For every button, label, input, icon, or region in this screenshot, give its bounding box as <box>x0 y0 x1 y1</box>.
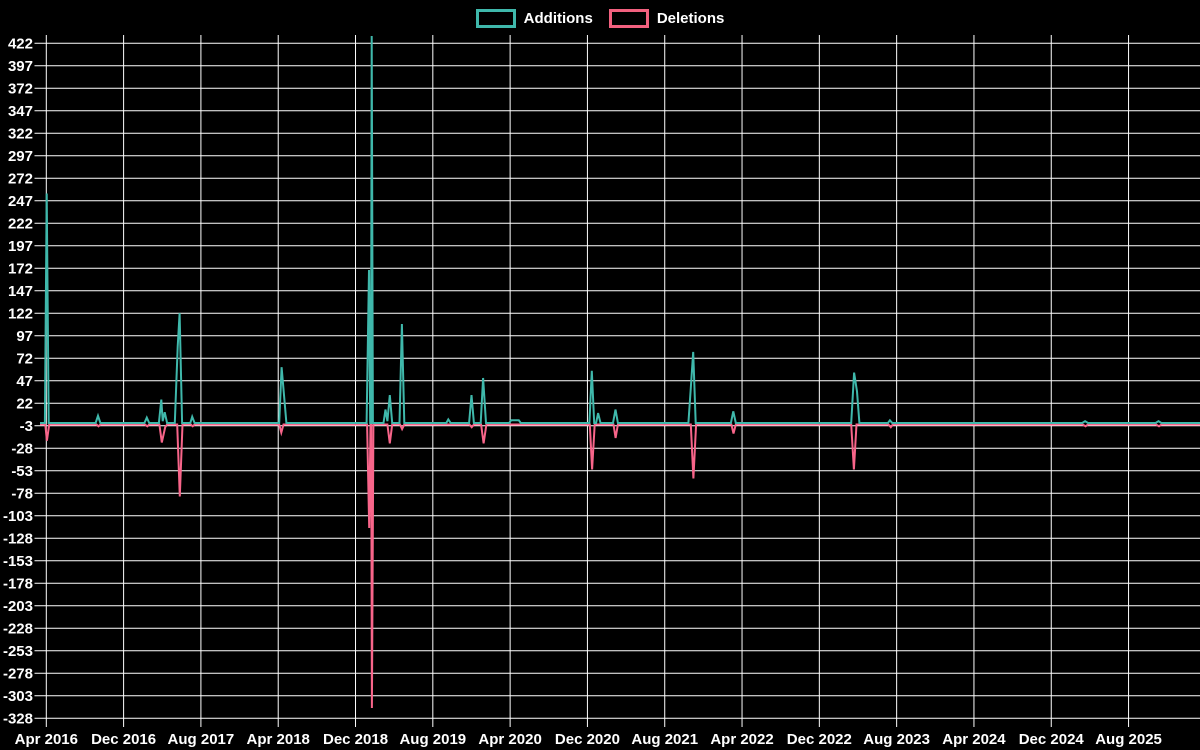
y-tick-label: 372 <box>8 80 33 97</box>
y-tick-label: -78 <box>11 485 33 502</box>
y-tick-label: 72 <box>16 350 33 367</box>
y-tick-label: -103 <box>3 508 33 525</box>
y-tick-label: -53 <box>11 463 33 480</box>
x-tick-label: Aug 2019 <box>399 731 466 748</box>
y-tick-label: 272 <box>8 170 33 187</box>
y-tick-label: 147 <box>8 283 33 300</box>
x-tick-label: Dec 2018 <box>323 731 388 748</box>
legend-item-deletions[interactable]: Deletions <box>608 8 725 28</box>
x-tick-label: Aug 2025 <box>1095 731 1162 748</box>
y-tick-label: -203 <box>3 598 33 615</box>
y-tick-label: 197 <box>8 238 33 255</box>
deletions-swatch-icon <box>608 8 649 28</box>
x-tick-label: Dec 2024 <box>1019 731 1085 748</box>
y-tick-label: 172 <box>8 260 33 277</box>
x-tick-label: Aug 2023 <box>863 731 930 748</box>
x-tick-label: Dec 2020 <box>555 731 620 748</box>
y-tick-label: -278 <box>3 665 33 682</box>
legend: Additions Deletions <box>0 6 1200 30</box>
x-tick-label: Apr 2018 <box>247 731 310 748</box>
x-tick-label: Apr 2020 <box>478 731 541 748</box>
x-tick-label: Dec 2022 <box>787 731 852 748</box>
y-tick-label: 122 <box>8 305 33 322</box>
legend-item-additions[interactable]: Additions <box>475 8 593 28</box>
y-tick-label: 247 <box>8 193 33 210</box>
y-tick-label: -128 <box>3 530 33 547</box>
y-tick-label: -178 <box>3 575 33 592</box>
y-tick-label: 47 <box>16 373 33 390</box>
x-tick-label: Aug 2021 <box>631 731 698 748</box>
y-tick-label: -253 <box>3 643 33 660</box>
y-tick-label: 397 <box>8 58 33 75</box>
series-additions-line <box>40 35 1200 424</box>
x-tick-label: Dec 2016 <box>91 731 156 748</box>
y-tick-label: 297 <box>8 148 33 165</box>
legend-label-additions: Additions <box>523 9 593 27</box>
additions-swatch-icon <box>475 8 516 28</box>
x-tick-label: Apr 2024 <box>942 731 1006 748</box>
x-tick-label: Apr 2016 <box>15 731 78 748</box>
legend-label-deletions: Deletions <box>656 9 725 27</box>
y-tick-label: 22 <box>16 395 33 412</box>
y-tick-label: -328 <box>3 710 33 727</box>
y-tick-label: 97 <box>16 328 33 345</box>
y-tick-label: -303 <box>3 688 33 705</box>
y-tick-label: 347 <box>8 103 33 120</box>
y-tick-label: -3 <box>20 418 33 435</box>
y-tick-label: -28 <box>11 440 33 457</box>
x-tick-label: Apr 2022 <box>710 731 773 748</box>
x-tick-label: Aug 2017 <box>168 731 235 748</box>
y-tick-label: 322 <box>8 125 33 142</box>
y-tick-label: 422 <box>8 35 33 52</box>
series-deletions-line <box>40 423 1200 709</box>
y-tick-label: -153 <box>3 553 33 570</box>
y-tick-label: -228 <box>3 620 33 637</box>
y-tick-label: 222 <box>8 215 33 232</box>
